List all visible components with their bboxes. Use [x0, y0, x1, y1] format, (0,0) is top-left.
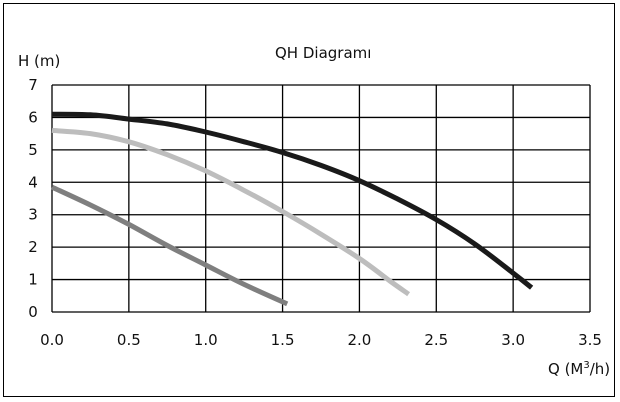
y-tick-label: 6: [28, 108, 38, 126]
chart-title: QH Diagramı: [275, 44, 371, 62]
x-tick-label: 0.5: [117, 331, 141, 349]
y-tick-label: 7: [28, 76, 38, 94]
y-tick-label: 2: [28, 238, 38, 256]
series-layer: [50, 111, 534, 307]
y-tick-label: 5: [28, 141, 38, 159]
x-tick-label: 1.5: [271, 331, 295, 349]
y-axis-label: H (m): [18, 52, 60, 70]
series-2-curve: [51, 127, 411, 297]
x-axis-label-tail: /h): [590, 360, 610, 378]
series-3-curve: [50, 184, 289, 307]
y-tick-label: 1: [28, 271, 38, 289]
x-tick-label: 3.0: [501, 331, 525, 349]
x-axis-label: Q (M3/h): [548, 360, 610, 378]
y-tick-label: 4: [28, 173, 38, 191]
x-tick-label: 3.5: [578, 331, 602, 349]
series-1-curve: [51, 111, 534, 290]
x-tick-label: 1.0: [194, 331, 218, 349]
x-tick-label: 2.5: [424, 331, 448, 349]
x-axis-label-main: Q (M: [548, 360, 583, 378]
x-axis-label-sup: 3: [583, 360, 589, 371]
x-tick-label: 0.0: [40, 331, 64, 349]
y-tick-label: 3: [28, 206, 38, 224]
y-tick-label: 0: [28, 303, 38, 321]
tick-labels: 0.0 0.5 1.0 1.5 2.0 2.5 3.0 3.5 0 1 2 3 4 5 6 7: [28, 76, 602, 349]
x-tick-label: 2.0: [347, 331, 371, 349]
